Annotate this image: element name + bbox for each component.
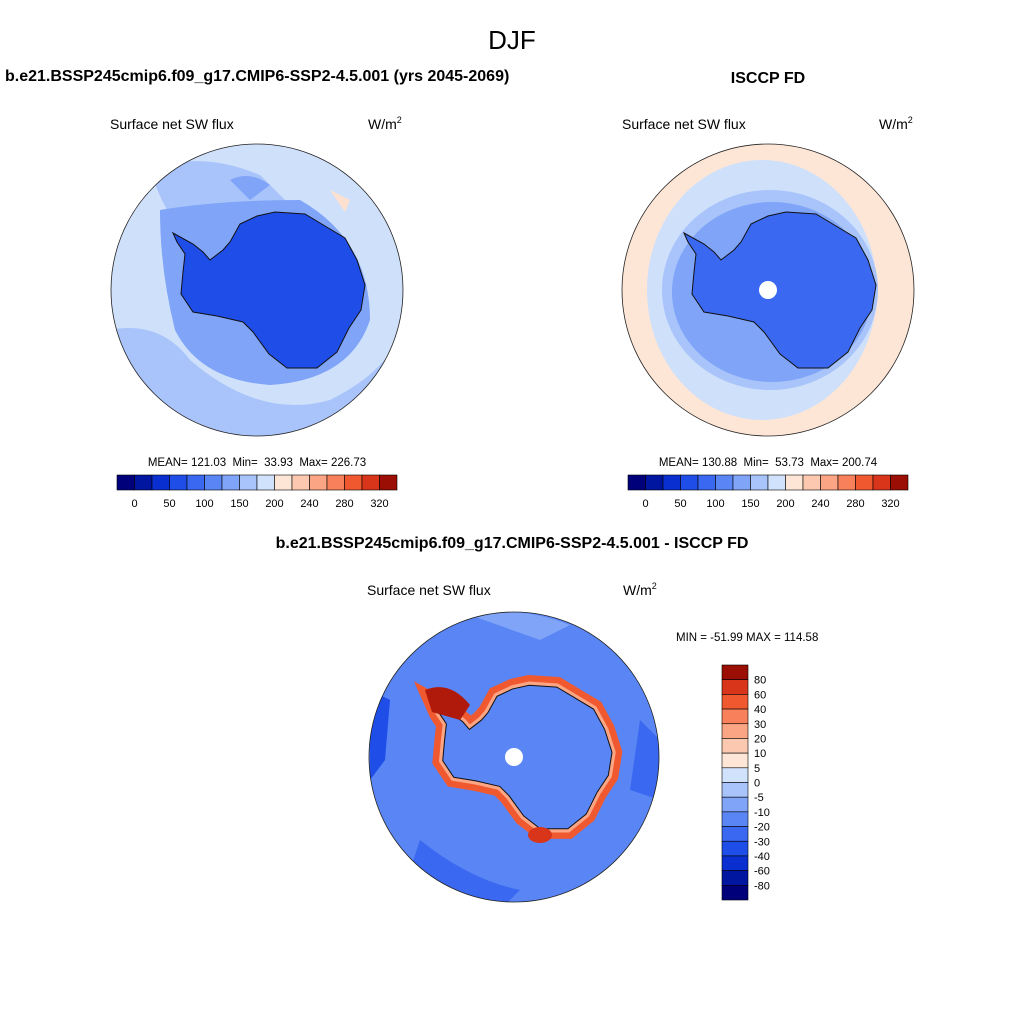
colorbar-box [855,474,874,491]
colorbar-box [169,474,188,491]
figure-title: DJF [488,25,536,55]
colorbar-box [715,474,734,491]
colorbar-box [890,474,909,491]
colorbar-box [721,885,749,901]
colorbar-box [221,474,240,491]
colorbar-box [872,474,891,491]
colorbar-box [721,855,749,871]
colorbar-label: 200 [265,498,283,510]
colorbar: 80 60 40 30 20 10 5 0 -5 -10 -20 -30 -40 -60 -80 [721,664,770,901]
colorbar-box [662,474,681,491]
colorbar-box [680,474,699,491]
units: W/m2 [368,115,402,132]
colorbar-box [186,474,205,491]
colorbar-box [837,474,856,491]
colorbar-label: 280 [335,498,353,510]
colorbar-label: 50 [163,498,175,510]
colorbar-box [721,679,749,695]
colorbar-label: 150 [230,498,248,510]
colorbar-box [116,474,135,491]
colorbar-box [767,474,786,491]
colorbar-box [721,664,749,680]
colorbar-label: 5 [754,763,760,775]
colorbar-label: 100 [706,498,724,510]
colorbar-label: -5 [754,792,764,804]
colorbar-box [721,708,749,725]
colorbar-box [134,474,153,491]
colorbar: 0 50 100 150 200 240 280 320 [116,474,398,510]
colorbar-label: -80 [754,880,770,892]
stats: MEAN= 121.03 Min= 33.93 Max= 226.73 [148,457,366,469]
colorbar-box [802,474,821,491]
colorbar-label: 40 [754,704,766,716]
colorbar-box [697,474,716,491]
colorbar-box [721,840,749,857]
panel-title: b.e21.BSSP245cmip6.f09_g17.CMIP6-SSP2-4.… [5,68,509,85]
colorbar-label: 60 [754,689,766,701]
colorbar-label: 240 [300,498,318,510]
colorbar-box [326,474,345,491]
stats: MIN = -51.99 MAX = 114.58 [676,632,818,644]
colorbar-label: -10 [754,807,770,819]
colorbar-label: 0 [642,498,648,510]
panel-title: b.e21.BSSP245cmip6.f09_g17.CMIP6-SSP2-4.… [276,535,749,552]
colorbar-label: 150 [741,498,759,510]
colorbar-label: 10 [754,748,766,760]
colorbar-box [721,738,749,754]
colorbar-box [274,474,293,491]
colorbar-label: 240 [811,498,829,510]
colorbar-box [645,474,664,491]
panel-title: ISCCP FD [731,70,805,87]
colorbar-label: -40 [754,851,770,863]
colorbar-box [239,474,258,491]
variable: Surface net SW flux [110,116,234,132]
variable: Surface net SW flux [367,582,491,598]
colorbar-label: 30 [754,719,766,731]
colorbar-label: -30 [754,836,770,848]
stats: MEAN= 130.88 Min= 53.73 Max= 200.74 [659,457,878,469]
colorbar: 0 50 100 150 200 240 280 320 [627,474,909,510]
units: W/m2 [623,581,657,598]
colorbar-box [204,474,223,491]
colorbar-label: -20 [754,822,770,834]
units: W/m2 [879,115,913,132]
colorbar-box [721,826,749,842]
colorbar-box [309,474,328,491]
colorbar-box [721,811,749,827]
colorbar-box [721,870,749,886]
colorbar-label: 280 [846,498,864,510]
colorbar-label: 200 [776,498,794,510]
colorbar-box [721,723,749,739]
colorbar-label: -60 [754,866,770,878]
colorbar-label: 0 [131,498,137,510]
colorbar-label: 320 [370,498,388,510]
colorbar-box [627,474,646,491]
colorbar-box [721,752,749,769]
colorbar-box [732,474,751,491]
colorbar-label: 80 [754,675,766,687]
colorbar-label: 100 [195,498,213,510]
colorbar-box [750,474,769,491]
colorbar-box [344,474,363,491]
colorbar-box [361,474,380,491]
variable: Surface net SW flux [622,116,746,132]
colorbar-label: 0 [754,778,760,790]
colorbar-box [785,474,804,491]
colorbar-box [721,796,749,813]
colorbar-label: 320 [881,498,899,510]
map [622,144,914,436]
map [111,144,403,436]
map [369,612,659,902]
colorbar-label: 20 [754,733,766,745]
colorbar-label: 50 [674,498,686,510]
colorbar-box [721,694,749,710]
colorbar-box [820,474,839,491]
colorbar-box [721,782,749,798]
colorbar-box [721,767,749,783]
colorbar-box [151,474,170,491]
colorbar-box [291,474,310,491]
colorbar-box [256,474,275,491]
colorbar-box [379,474,398,491]
